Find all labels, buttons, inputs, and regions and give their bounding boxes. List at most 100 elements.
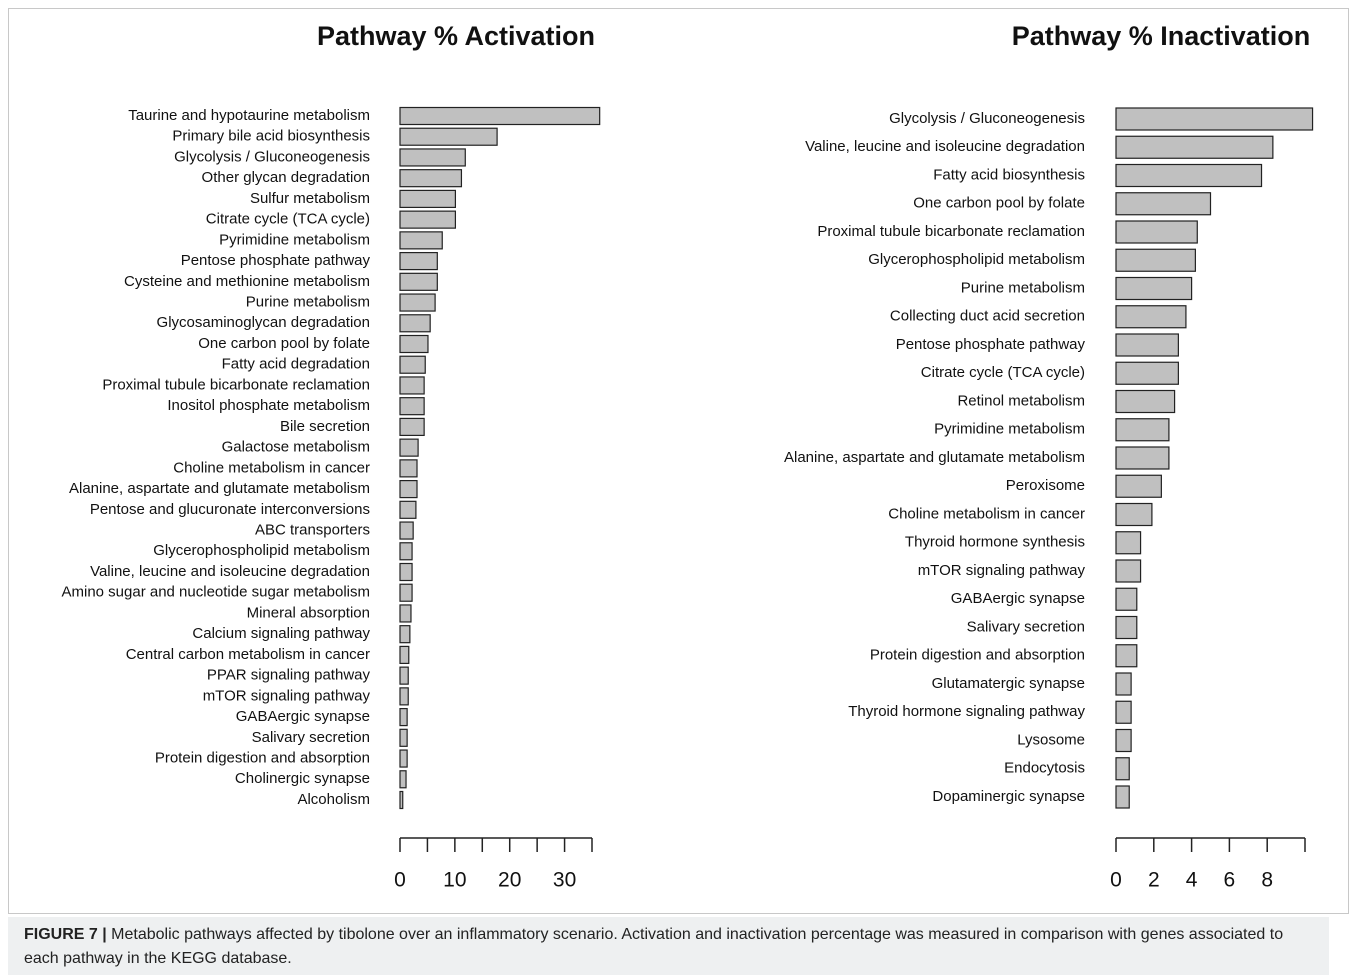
y-tick-label: Taurine and hypotaurine metabolism	[128, 107, 370, 124]
y-tick-label: Mineral absorption	[247, 604, 370, 621]
bar	[399, 293, 436, 312]
bar	[399, 106, 601, 126]
x-tick-label: 6	[1224, 869, 1236, 892]
bar	[399, 417, 425, 437]
y-tick-label: Thyroid hormone signaling pathway	[848, 703, 1085, 720]
bar	[1115, 389, 1176, 414]
y-tick-label: One carbon pool by folate	[913, 195, 1085, 212]
charts: Pathway % Activation Taurine and hypotaur…	[8, 8, 1349, 914]
bar	[399, 749, 408, 768]
y-tick-label: Glutamatergic synapse	[932, 675, 1085, 692]
caption-label: FIGURE 7 |	[24, 926, 107, 943]
y-tick-label: Purine metabolism	[246, 294, 370, 311]
x-tick-label: 0	[1110, 869, 1122, 892]
y-tick-label: Pyrimidine metabolism	[219, 231, 370, 248]
y-tick-label: Cysteine and methionine metabolism	[124, 273, 370, 290]
bar	[399, 625, 411, 644]
y-tick-label: One carbon pool by folate	[198, 335, 370, 352]
y-tick-label: Pyrimidine metabolism	[934, 421, 1085, 438]
y-tick-label: Pentose and glucuronate interconversions	[90, 501, 370, 518]
bar	[399, 314, 431, 333]
x-tick-label: 4	[1186, 869, 1198, 892]
y-tick-label: Glycolysis / Gluconeogenesis	[174, 148, 370, 165]
y-tick-label: Retinol metabolism	[957, 392, 1085, 409]
bar	[1115, 333, 1179, 357]
bar	[1115, 559, 1142, 583]
y-tick-label: Fatty acid degradation	[222, 356, 370, 373]
y-tick-label: Salivary secretion	[967, 618, 1085, 635]
bar	[399, 562, 413, 582]
y-tick-label: Protein digestion and absorption	[155, 750, 370, 767]
bar	[1115, 163, 1263, 188]
y-tick-label: Collecting duct acid secretion	[890, 308, 1085, 325]
y-tick-label: GABAergic synapse	[951, 590, 1085, 607]
bar	[399, 148, 466, 167]
bar	[1115, 672, 1132, 696]
y-tick-label: Inositol phosphate metabolism	[167, 397, 370, 414]
y-tick-label: Central carbon metabolism in cancer	[126, 646, 370, 663]
bar	[399, 687, 409, 706]
y-tick-label: Pentose phosphate pathway	[181, 252, 371, 269]
bar	[1115, 474, 1162, 498]
bar	[1115, 276, 1193, 301]
y-tick-label: Valine, leucine and isoleucine degradati…	[90, 563, 370, 580]
y-tick-label: Alcoholism	[297, 791, 370, 808]
bar	[399, 127, 498, 146]
bar	[399, 376, 425, 395]
bar	[1115, 220, 1198, 244]
bar	[399, 707, 408, 727]
bar	[1115, 502, 1153, 527]
y-tick-label: Primary bile acid biosynthesis	[172, 128, 370, 145]
bar	[1115, 305, 1187, 329]
y-tick-label: Alanine, aspartate and glutamate metabol…	[69, 480, 370, 497]
bar	[399, 251, 438, 271]
bar	[399, 272, 438, 291]
y-tick-label: Sulfur metabolism	[250, 190, 370, 207]
y-tick-label: mTOR signaling pathway	[203, 687, 371, 704]
y-tick-label: Fatty acid biosynthesis	[933, 166, 1085, 183]
y-tick-label: Choline metabolism in cancer	[173, 459, 370, 476]
bar	[399, 438, 419, 457]
bar	[399, 397, 425, 416]
bar	[1115, 135, 1274, 159]
y-tick-label: Choline metabolism in cancer	[888, 505, 1085, 522]
bar	[1115, 361, 1179, 385]
y-tick-label: Glycosaminoglycan degradation	[157, 314, 370, 331]
frame	[8, 8, 1349, 914]
y-tick-label: Alanine, aspartate and glutamate metabol…	[784, 449, 1085, 466]
bar	[399, 500, 417, 519]
y-tick-label: Salivary secretion	[252, 729, 370, 746]
y-tick-label: Valine, leucine and isoleucine degradati…	[805, 138, 1085, 155]
bar	[1115, 700, 1132, 724]
bar	[1115, 418, 1170, 442]
y-tick-label: Glycerophospholipid metabolism	[153, 542, 370, 559]
x-tick-label: 30	[553, 869, 576, 892]
y-tick-label: Protein digestion and absorption	[870, 647, 1085, 664]
bar	[399, 604, 412, 623]
y-tick-label: Bile secretion	[280, 418, 370, 435]
bar	[399, 770, 407, 789]
bar	[1115, 728, 1132, 753]
bar	[399, 790, 404, 810]
bar	[399, 583, 413, 602]
caption: FIGURE 7 | Metabolic pathways affected b…	[8, 917, 1329, 975]
y-tick-label: Peroxisome	[1006, 477, 1085, 494]
y-tick-label: Endocytosis	[1004, 760, 1085, 777]
bar	[399, 334, 429, 354]
y-tick-label: Glycerophospholipid metabolism	[868, 251, 1085, 268]
chart-title: Pathway % Inactivation	[1012, 21, 1311, 51]
y-tick-label: Lysosome	[1017, 731, 1085, 748]
bar	[399, 645, 410, 665]
x-tick-label: 8	[1261, 869, 1273, 892]
bar	[1115, 107, 1314, 131]
bar	[1115, 248, 1196, 272]
y-tick-label: Glycolysis / Gluconeogenesis	[889, 110, 1085, 127]
y-tick-label: Proximal tubule bicarbonate reclamation	[817, 223, 1085, 240]
y-tick-label: Proximal tubule bicarbonate reclamation	[102, 376, 370, 393]
bar	[399, 728, 408, 747]
y-tick-label: Calcium signaling pathway	[192, 625, 370, 642]
bar	[399, 479, 418, 499]
bar	[399, 355, 426, 374]
bar	[399, 521, 414, 540]
